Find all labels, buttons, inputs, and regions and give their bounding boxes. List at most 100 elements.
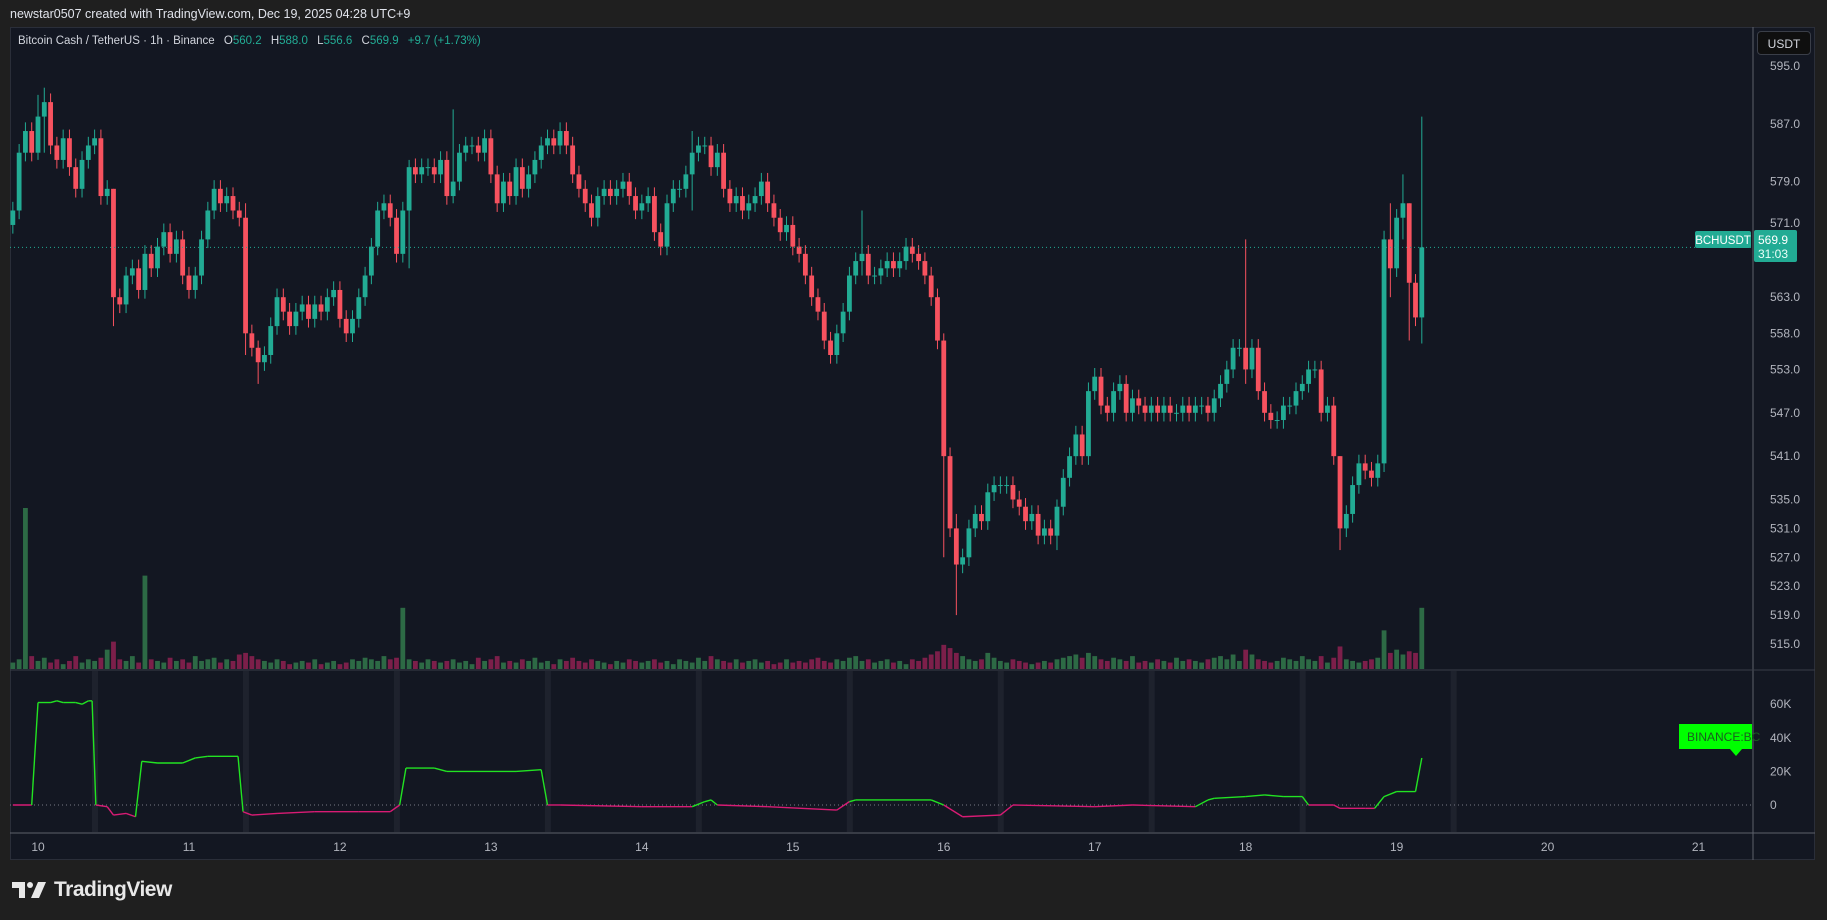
time-axis[interactable]: 10 11 12 13 14 15 16 17 18 19 20 21 (31, 840, 1705, 854)
candle[interactable] (840, 302, 846, 342)
candle[interactable] (834, 324, 840, 364)
candle[interactable] (431, 158, 437, 184)
candle[interactable] (1394, 209, 1400, 277)
candle[interactable] (324, 288, 330, 321)
candle[interactable] (633, 187, 638, 220)
candle[interactable] (494, 165, 500, 212)
candle[interactable] (1092, 368, 1098, 400)
candle[interactable] (677, 180, 682, 198)
candle[interactable] (1331, 396, 1337, 465)
candle[interactable] (1236, 339, 1242, 357)
candle[interactable] (859, 210, 865, 276)
candle[interactable] (23, 122, 28, 162)
candle[interactable] (180, 230, 186, 285)
candle[interactable] (721, 144, 727, 198)
candle[interactable] (702, 136, 708, 155)
symbol-legend[interactable]: Bitcoin Cash / TetherUS · 1h · Binance O… (18, 35, 481, 47)
candle[interactable] (1211, 389, 1217, 422)
candle[interactable] (658, 223, 664, 256)
candle[interactable] (966, 519, 972, 566)
candle[interactable] (985, 483, 991, 530)
candle[interactable] (155, 237, 160, 277)
candle[interactable] (362, 266, 368, 306)
candle[interactable] (117, 288, 123, 314)
candle[interactable] (488, 129, 494, 184)
candle[interactable] (570, 136, 576, 184)
candle[interactable] (41, 87, 47, 153)
candle[interactable] (545, 129, 550, 155)
candle[interactable] (60, 129, 66, 169)
candle[interactable] (98, 129, 104, 205)
candle[interactable] (589, 194, 594, 227)
candle[interactable] (306, 295, 311, 328)
candle[interactable] (1048, 519, 1054, 545)
candle[interactable] (652, 187, 657, 241)
candle[interactable] (243, 203, 248, 355)
candle[interactable] (1060, 469, 1066, 516)
candle[interactable] (1123, 375, 1129, 422)
candle[interactable] (438, 151, 443, 184)
candle[interactable] (457, 144, 462, 191)
candle[interactable] (1029, 505, 1035, 530)
candle[interactable] (1268, 404, 1274, 429)
candle[interactable] (991, 476, 997, 501)
candle[interactable] (10, 201, 16, 234)
candle[interactable] (224, 187, 230, 212)
candle[interactable] (501, 172, 506, 212)
candle[interactable] (1042, 519, 1047, 545)
candle[interactable] (73, 158, 79, 198)
candle[interactable] (1343, 505, 1349, 538)
candle[interactable] (173, 230, 179, 263)
candle[interactable] (123, 266, 129, 314)
candle[interactable] (475, 136, 481, 162)
candle[interactable] (469, 136, 475, 155)
candle[interactable] (526, 165, 532, 198)
candle[interactable] (802, 245, 808, 285)
candle[interactable] (1362, 454, 1368, 480)
candle[interactable] (1387, 203, 1393, 298)
candle[interactable] (1192, 396, 1198, 422)
candle[interactable] (771, 194, 777, 227)
candle[interactable] (111, 188, 116, 327)
candle[interactable] (815, 288, 821, 321)
candle[interactable] (1413, 274, 1418, 327)
candle[interactable] (387, 194, 393, 227)
candle[interactable] (192, 266, 198, 299)
candle[interactable] (236, 201, 242, 227)
candle[interactable] (532, 151, 538, 184)
candle[interactable] (1419, 116, 1425, 344)
candle[interactable] (1306, 360, 1311, 393)
candle[interactable] (1243, 239, 1249, 384)
candle[interactable] (1016, 490, 1022, 516)
candle[interactable] (865, 245, 871, 285)
candle[interactable] (318, 295, 324, 321)
candle[interactable] (576, 165, 582, 198)
candle[interactable] (343, 310, 349, 342)
candle[interactable] (67, 129, 72, 176)
candle[interactable] (519, 158, 525, 198)
candle[interactable] (828, 331, 833, 364)
candle[interactable] (1293, 382, 1299, 415)
candle[interactable] (167, 223, 173, 263)
candle[interactable] (287, 302, 292, 335)
candle[interactable] (670, 180, 676, 212)
candle[interactable] (381, 194, 387, 220)
candle[interactable] (394, 209, 399, 263)
candle[interactable] (1142, 396, 1148, 422)
candle[interactable] (413, 158, 418, 184)
candle[interactable] (872, 266, 877, 285)
candle[interactable] (607, 180, 613, 205)
candle[interactable] (884, 252, 890, 277)
candle[interactable] (312, 295, 318, 328)
candle[interactable] (230, 187, 236, 220)
candle[interactable] (129, 259, 135, 285)
candle[interactable] (218, 180, 223, 212)
candle[interactable] (1098, 368, 1104, 415)
candle[interactable] (758, 172, 764, 205)
candle[interactable] (136, 259, 142, 299)
candle[interactable] (960, 548, 966, 574)
indicator-axis[interactable]: 60K 40K 20K 0 (1770, 697, 1791, 812)
candle[interactable] (972, 505, 978, 538)
candle[interactable] (563, 122, 569, 155)
candle[interactable] (639, 194, 645, 220)
